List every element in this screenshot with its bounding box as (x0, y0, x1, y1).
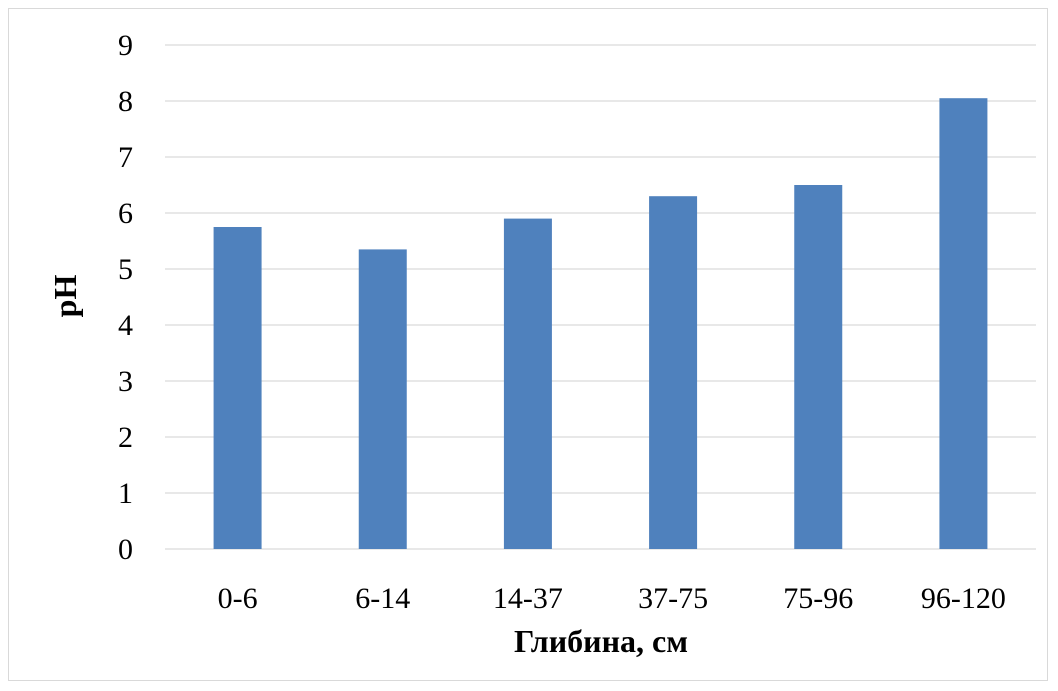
y-tick-label: 3 (118, 365, 133, 398)
x-tick-label: 0-6 (218, 582, 258, 615)
x-tick-label: 96-120 (921, 582, 1006, 615)
y-tick-label: 2 (118, 421, 133, 454)
gridlines (165, 44, 1036, 550)
y-axis-title: pH (47, 275, 83, 318)
x-tick-label: 14-37 (493, 582, 563, 615)
x-tick-label: 37-75 (638, 582, 708, 615)
x-axis-title: Глибина, см (514, 623, 688, 659)
x-tick-labels: 0-6 6-14 14-37 37-75 75-96 96-120 (218, 582, 1006, 615)
bar-75-96 (794, 185, 843, 549)
bar-6-14 (358, 249, 407, 549)
bar-14-37 (503, 218, 552, 549)
y-tick-label: 0 (118, 533, 133, 566)
y-tick-label: 6 (118, 197, 133, 230)
y-tick-label: 7 (118, 141, 133, 174)
y-tick-labels: 0 1 2 3 4 5 6 7 8 9 (118, 29, 133, 566)
bar-0-6 (213, 227, 262, 549)
y-tick-label: 4 (118, 309, 133, 342)
x-tick-label: 75-96 (783, 582, 853, 615)
y-tick-label: 5 (118, 253, 133, 286)
bar-37-75 (649, 196, 698, 549)
y-tick-label: 1 (118, 477, 133, 510)
bars (213, 98, 988, 549)
bar-96-120 (939, 98, 988, 549)
y-tick-label: 9 (118, 29, 133, 62)
y-tick-label: 8 (118, 85, 133, 118)
x-tick-label: 6-14 (355, 582, 410, 615)
